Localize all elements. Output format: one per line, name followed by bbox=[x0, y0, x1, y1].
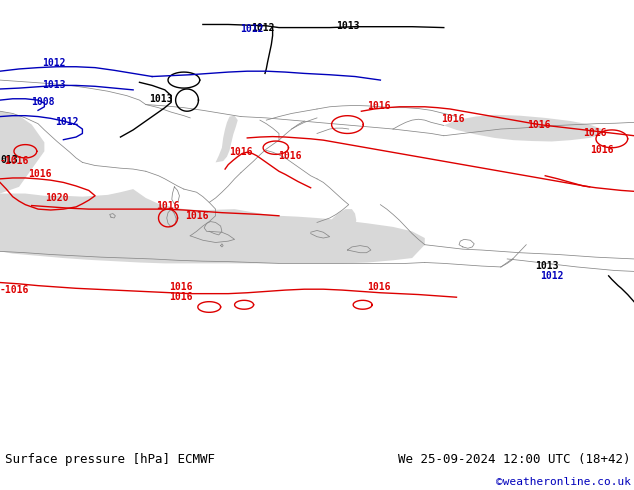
Polygon shape bbox=[216, 116, 238, 162]
Text: 1016: 1016 bbox=[184, 211, 209, 221]
Text: 1016: 1016 bbox=[527, 120, 551, 129]
Text: We 25-09-2024 12:00 UTC (18+42): We 25-09-2024 12:00 UTC (18+42) bbox=[398, 453, 631, 466]
Text: 1012: 1012 bbox=[251, 23, 275, 33]
Text: 1013: 1013 bbox=[42, 79, 66, 90]
Text: -1016: -1016 bbox=[0, 156, 29, 166]
Text: -1016: -1016 bbox=[0, 285, 29, 295]
Text: 1016: 1016 bbox=[156, 200, 180, 211]
Text: 1016: 1016 bbox=[169, 292, 193, 302]
Polygon shape bbox=[0, 189, 425, 264]
Text: 1016: 1016 bbox=[367, 101, 391, 111]
Polygon shape bbox=[444, 115, 602, 142]
Text: 1012: 1012 bbox=[55, 117, 79, 127]
Text: 1016: 1016 bbox=[29, 170, 52, 179]
Text: 1012: 1012 bbox=[540, 271, 564, 281]
Text: 1016: 1016 bbox=[367, 282, 391, 292]
Polygon shape bbox=[0, 111, 44, 194]
Text: 1013: 1013 bbox=[534, 261, 559, 271]
Text: 1016: 1016 bbox=[590, 146, 614, 155]
Text: 1013: 1013 bbox=[149, 94, 172, 104]
Text: 1016: 1016 bbox=[169, 282, 193, 292]
Text: 013: 013 bbox=[0, 155, 18, 165]
Text: 1016: 1016 bbox=[583, 128, 607, 139]
Text: Surface pressure [hPa] ECMWF: Surface pressure [hPa] ECMWF bbox=[5, 453, 215, 466]
Text: 1012: 1012 bbox=[240, 24, 264, 34]
Text: 1008: 1008 bbox=[31, 98, 55, 107]
Text: 1016: 1016 bbox=[229, 147, 253, 157]
Text: 1016: 1016 bbox=[278, 151, 302, 161]
Text: 1020: 1020 bbox=[45, 193, 69, 203]
Text: ©weatheronline.co.uk: ©weatheronline.co.uk bbox=[496, 477, 631, 487]
Text: 1013: 1013 bbox=[336, 21, 359, 31]
Text: 1012: 1012 bbox=[42, 58, 66, 68]
Polygon shape bbox=[326, 209, 356, 241]
Text: 1016: 1016 bbox=[441, 114, 465, 124]
